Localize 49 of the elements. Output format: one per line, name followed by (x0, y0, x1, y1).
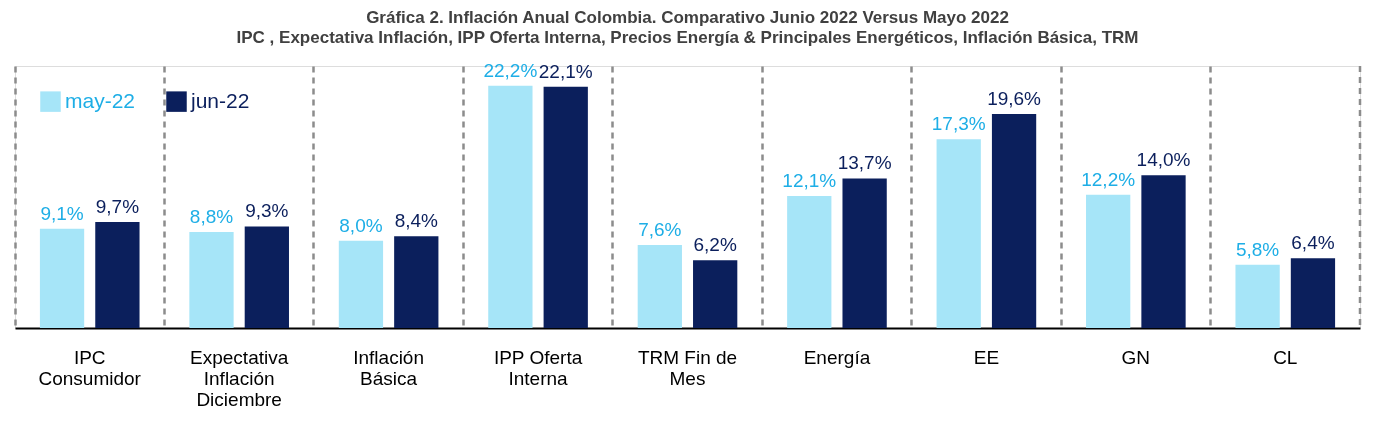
data-label: 9,3% (245, 200, 289, 222)
bar (543, 86, 588, 328)
data-label: 7,6% (638, 219, 682, 241)
x-tick-label: EE (973, 346, 1000, 368)
x-tick-label: Inflación Básica (353, 346, 424, 389)
bar (1235, 264, 1280, 328)
data-label: 8,0% (339, 214, 383, 236)
bar (991, 114, 1037, 328)
data-label: 6,4% (1291, 232, 1335, 254)
data-label: 12,2% (1081, 168, 1136, 190)
data-label: 6,2% (693, 234, 737, 256)
data-label: 12,1% (782, 169, 837, 191)
bar (244, 226, 289, 328)
x-tick-label: GN (1121, 346, 1151, 368)
bar (338, 240, 384, 328)
bar (1086, 194, 1131, 328)
data-label: 8,8% (189, 205, 234, 227)
data-label: 14,0% (1136, 149, 1191, 171)
x-tick-label: IPP Oferta Interna (493, 346, 583, 389)
bar (936, 139, 981, 328)
data-label: 9,1% (40, 202, 84, 224)
data-label: 22,1% (538, 60, 593, 82)
bar (394, 236, 439, 328)
x-tick-label: CL (1273, 346, 1298, 368)
bar (693, 260, 738, 328)
x-tick-label: Energía (803, 346, 871, 368)
data-label: 9,7% (95, 196, 140, 218)
bar (95, 222, 140, 328)
bar (488, 85, 533, 328)
legend-label: may-22 (65, 88, 136, 112)
x-tick-label: Expectativa Inflación Diciembre (190, 346, 289, 410)
bar (842, 178, 887, 328)
bar (189, 231, 234, 328)
data-label: 13,7% (837, 152, 892, 174)
chart-subtitle: IPC , Expectativa Inflación, IPP Oferta Interna, Precios Energía & Principales Energéticos, Inflación Básica, TRM (236, 27, 1139, 47)
x-tick-label: TRM Fin de Mes (637, 346, 738, 389)
bar (1290, 258, 1336, 328)
bar (637, 245, 682, 328)
data-label: 19,6% (987, 88, 1042, 110)
data-label: 17,3% (931, 113, 986, 135)
x-tick-label: IPC Consumidor (38, 346, 142, 389)
chart-title: Gráfica 2. Inflación Anual Colombia. Comparativo Junio 2022 Versus Mayo 2022 (366, 7, 1009, 27)
bar (1141, 175, 1186, 328)
data-label: 8,4% (394, 210, 439, 232)
legend-label: jun-22 (190, 88, 250, 112)
data-label: 22,2% (483, 59, 538, 81)
data-label: 5,8% (1235, 238, 1280, 260)
bar (787, 195, 832, 328)
bar (39, 228, 85, 328)
